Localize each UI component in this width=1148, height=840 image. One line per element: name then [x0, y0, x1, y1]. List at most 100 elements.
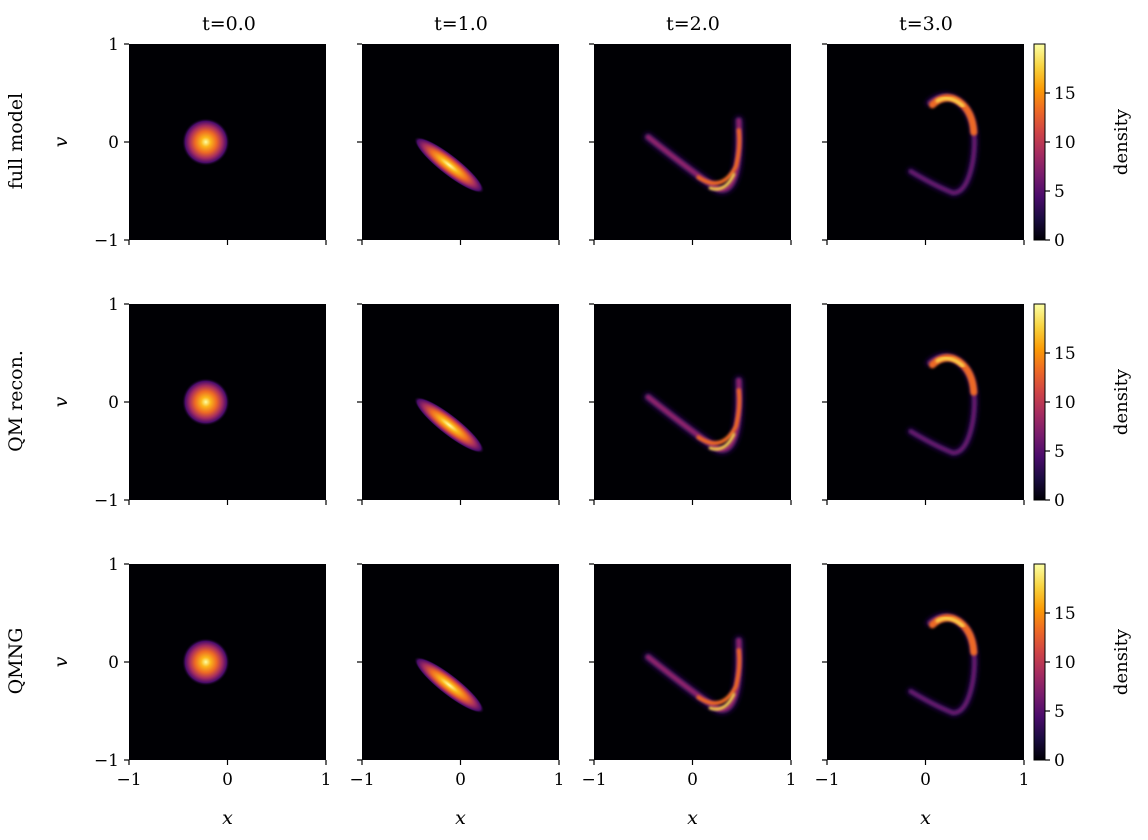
- y-axis-label: v: [50, 656, 72, 667]
- y-axis-label: v: [50, 396, 72, 407]
- density-streak: [413, 396, 485, 454]
- colorbar-tick-label: 0: [1054, 751, 1065, 771]
- density-feature: [181, 118, 230, 166]
- x-tick-label: 1: [554, 770, 565, 790]
- density-blob: [181, 638, 230, 686]
- y-tick-label: 0: [108, 133, 119, 153]
- colorbar-tick-label: 15: [1054, 84, 1076, 104]
- panel-grid: −1 0 1 v −1 0 1 v −1 0 1 −1 0 1 x v −1 0 1 x −1 0 1 x −1 0 1 x: [50, 35, 1029, 829]
- x-tick-label: −1: [116, 770, 141, 790]
- x-axis-label: x: [455, 807, 466, 829]
- y-tick-label: −1: [94, 231, 119, 251]
- row-label-1: QM recon.: [5, 350, 27, 452]
- colorbar-tick-label: 5: [1054, 182, 1065, 202]
- density-spiral-peak: [935, 616, 965, 628]
- colorbar-group: 0 5 10 15 density 0 5 10 15 density 0 5 10 15 density: [1033, 43, 1132, 771]
- x-tick-label: 0: [687, 770, 698, 790]
- colorbar-tick-label: 10: [1054, 133, 1076, 153]
- colorbar-gradient: [1033, 303, 1046, 501]
- y-axis-label: v: [50, 136, 72, 147]
- density-feature: [907, 352, 978, 457]
- density-streak: [413, 656, 485, 714]
- col-title-2: t=2.0: [666, 13, 720, 35]
- x-axis-label: x: [222, 807, 233, 829]
- x-tick-label: 1: [321, 770, 332, 790]
- y-tick-label: 0: [108, 393, 119, 413]
- heatmap-background: [362, 304, 559, 500]
- colorbar-tick-label: 10: [1054, 653, 1076, 673]
- col-title-0: t=0.0: [202, 13, 256, 35]
- panel-r1-c2: [589, 303, 792, 505]
- panel-r0-c0: −1 0 1 v: [50, 35, 327, 251]
- panel-r1-c0: −1 0 1 v: [50, 295, 327, 511]
- colorbar-label: density: [1111, 108, 1132, 175]
- colorbar-gradient: [1033, 563, 1046, 761]
- row-label-2: QMNG: [5, 628, 27, 695]
- density-feature: [643, 115, 744, 195]
- colorbar-label: density: [1111, 628, 1132, 695]
- panel-r0-c2: [589, 43, 792, 245]
- colorbar-r2: 0 5 10 15 density: [1033, 563, 1132, 771]
- density-feature: [907, 92, 978, 197]
- density-spiral-peak: [935, 356, 965, 368]
- colorbar-r0: 0 5 10 15 density: [1033, 43, 1132, 251]
- panel-r2-c0: −1 0 1 −1 0 1 x v: [50, 555, 331, 829]
- density-feature: [907, 612, 978, 717]
- colorbar-tick-label: 0: [1054, 491, 1065, 511]
- col-title-1: t=1.0: [434, 13, 488, 35]
- colorbar-gradient: [1033, 43, 1046, 241]
- density-blob: [181, 378, 230, 426]
- density-spiral-peak: [935, 96, 965, 108]
- heatmap-background: [362, 44, 559, 240]
- col-title-3: t=3.0: [899, 13, 953, 35]
- colorbar-tick-label: 10: [1054, 393, 1076, 413]
- heatmap-background: [594, 304, 791, 500]
- x-tick-label: −1: [814, 770, 839, 790]
- y-tick-label: −1: [94, 491, 119, 511]
- heatmap-background: [827, 304, 1024, 500]
- x-tick-label: 0: [455, 770, 466, 790]
- density-arc-core: [696, 648, 742, 706]
- panel-r1-c3: [822, 303, 1025, 505]
- density-feature: [643, 375, 744, 455]
- panel-r0-c3: [822, 43, 1025, 245]
- panel-r1-c1: [357, 303, 560, 505]
- colorbar-tick-label: 5: [1054, 442, 1065, 462]
- density-feature: [413, 396, 485, 454]
- density-arc-core: [696, 128, 742, 186]
- heatmap-background: [594, 564, 791, 760]
- heatmap-background: [827, 44, 1024, 240]
- colorbar-tick-label: 5: [1054, 702, 1065, 722]
- density-arc-peak: [708, 692, 736, 711]
- density-feature: [181, 378, 230, 426]
- y-tick-label: 1: [108, 35, 119, 55]
- density-feature: [413, 136, 485, 194]
- panel-r0-c1: [357, 43, 560, 245]
- y-tick-label: −1: [94, 751, 119, 771]
- density-feature: [643, 635, 744, 715]
- x-tick-label: 1: [786, 770, 797, 790]
- heatmap-background: [827, 564, 1024, 760]
- panel-r2-c3: −1 0 1 x: [814, 563, 1029, 829]
- density-arc-peak: [708, 432, 736, 451]
- density-streak: [413, 136, 485, 194]
- density-arc-core: [696, 388, 742, 446]
- y-tick-label: 1: [108, 555, 119, 575]
- colorbar-r1: 0 5 10 15 density: [1033, 303, 1132, 511]
- row-label-0: full model: [5, 93, 27, 189]
- y-tick-label: 1: [108, 295, 119, 315]
- colorbar-tick-label: 15: [1054, 604, 1076, 624]
- x-axis-label: x: [920, 807, 931, 829]
- panel-r2-c1: −1 0 1 x: [349, 563, 565, 829]
- colorbar-tick-label: 15: [1054, 344, 1076, 364]
- x-axis-label: x: [687, 807, 698, 829]
- x-tick-label: 0: [920, 770, 931, 790]
- density-feature: [181, 638, 230, 686]
- heatmap-background: [594, 44, 791, 240]
- panel-r2-c2: −1 0 1 x: [581, 563, 797, 829]
- y-tick-label: 0: [108, 653, 119, 673]
- x-tick-label: −1: [349, 770, 374, 790]
- density-arc-peak: [708, 172, 736, 191]
- heatmap-background: [362, 564, 559, 760]
- x-tick-label: −1: [581, 770, 606, 790]
